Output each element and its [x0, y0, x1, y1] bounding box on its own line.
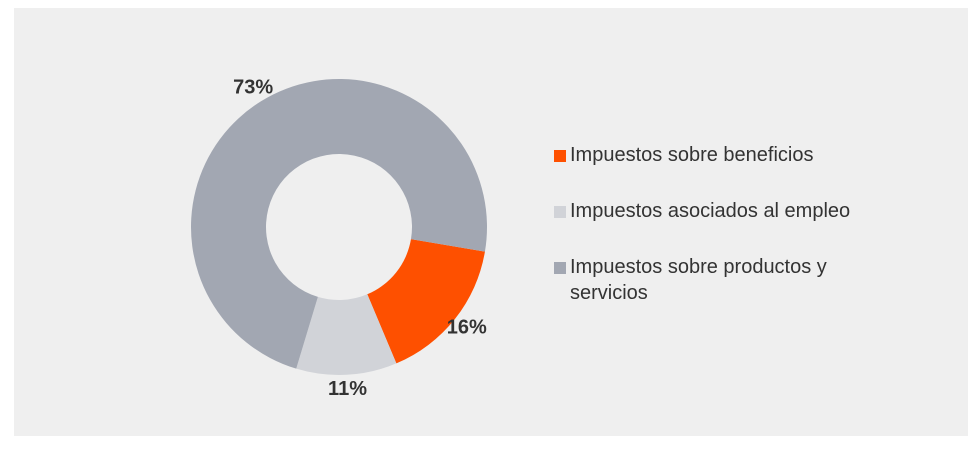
legend-item: Impuestos sobre beneficios: [554, 142, 914, 168]
data-label: 11%: [328, 378, 367, 400]
legend: Impuestos sobre beneficios Impuestos asoc…: [554, 142, 914, 336]
chart-panel: [14, 8, 968, 436]
slice: [367, 239, 485, 364]
legend-swatch: [554, 262, 566, 274]
legend-item: Impuestos sobre productos y servicios: [554, 254, 914, 306]
slice: [296, 294, 397, 376]
legend-swatch: [554, 206, 566, 218]
slice: [190, 79, 487, 369]
legend-label: Impuestos sobre productos y servicios: [570, 256, 827, 304]
legend-swatch: [554, 150, 566, 162]
legend-item: Impuestos asociados al empleo: [554, 198, 914, 224]
data-label: 16%: [447, 317, 487, 339]
data-label: 73%: [233, 77, 273, 99]
legend-label: Impuestos sobre beneficios: [570, 144, 814, 166]
legend-label: Impuestos asociados al empleo: [570, 200, 851, 222]
